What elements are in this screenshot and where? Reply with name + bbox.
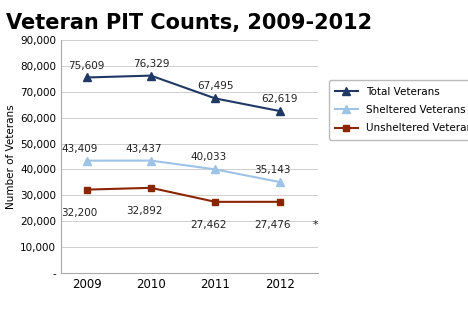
Text: 67,495: 67,495 <box>197 82 234 91</box>
Sheltered Veterans <box>148 159 154 162</box>
Unsheltered Veterans <box>84 188 89 192</box>
Sheltered Veterans <box>212 167 218 171</box>
Text: 35,143: 35,143 <box>255 165 291 175</box>
Total Veterans <box>277 109 282 113</box>
Text: *: * <box>313 220 319 230</box>
Title: Veteran PIT Counts, 2009-2012: Veteran PIT Counts, 2009-2012 <box>7 13 373 33</box>
Total Veterans <box>148 74 154 78</box>
Text: 32,892: 32,892 <box>126 206 162 216</box>
Text: 76,329: 76,329 <box>133 59 169 69</box>
Total Veterans <box>84 76 89 79</box>
Text: 40,033: 40,033 <box>190 153 227 162</box>
Line: Unsheltered Veterans: Unsheltered Veterans <box>83 184 283 205</box>
Unsheltered Veterans <box>212 200 218 204</box>
Text: 27,476: 27,476 <box>255 220 291 230</box>
Line: Sheltered Veterans: Sheltered Veterans <box>82 157 284 186</box>
Text: 32,200: 32,200 <box>62 208 98 218</box>
Unsheltered Veterans <box>277 200 282 204</box>
Text: 43,437: 43,437 <box>126 144 162 154</box>
Sheltered Veterans <box>84 159 89 162</box>
Line: Total Veterans: Total Veterans <box>82 71 284 115</box>
Y-axis label: Number of Veterans: Number of Veterans <box>6 104 16 209</box>
Sheltered Veterans <box>277 180 282 184</box>
Legend: Total Veterans, Sheltered Veterans, Unsheltered Veterans: Total Veterans, Sheltered Veterans, Unsh… <box>329 80 468 140</box>
Total Veterans <box>212 97 218 100</box>
Text: 43,409: 43,409 <box>62 144 98 154</box>
Unsheltered Veterans <box>148 186 154 190</box>
Text: 75,609: 75,609 <box>68 60 105 71</box>
Text: 62,619: 62,619 <box>262 94 298 104</box>
Text: 27,462: 27,462 <box>190 220 227 230</box>
